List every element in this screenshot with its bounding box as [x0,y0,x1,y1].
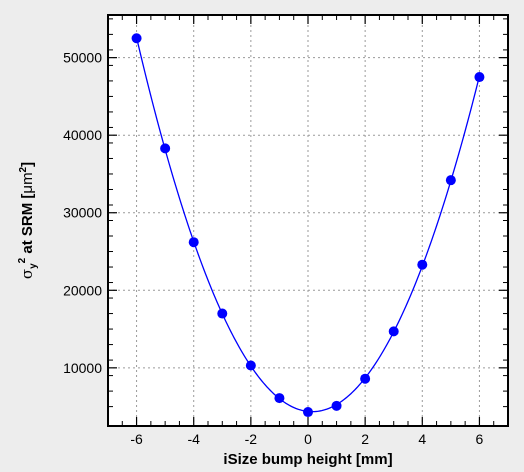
y-axis-title: σy2 at SRM [μm2] [17,162,39,279]
x-tick-label: -2 [245,431,258,447]
y-axis-title-sup: 2 [17,257,28,263]
y-tick-label: 10000 [63,360,102,376]
y-tick-label: 20000 [63,282,102,298]
y-axis-title-unit-sup: 2 [18,166,29,172]
data-point [445,175,456,186]
data-point [274,393,285,404]
x-tick-label: 6 [476,431,484,447]
y-axis-title-unit: μm [19,172,36,193]
x-tick-label: -6 [130,431,143,447]
x-tick-label: 2 [361,431,369,447]
data-point [388,326,399,337]
data-point [217,308,228,319]
grid [108,15,508,426]
data-point [360,373,371,384]
y-axis-title-mid: at SRM [ [19,194,36,258]
x-tick-label: -4 [187,431,200,447]
data-point [160,143,171,154]
data-point [303,407,313,418]
y-axis-title-symbol: σ [18,269,36,279]
data-point [131,33,142,44]
y-tick-label: 50000 [63,50,102,66]
x-tick-label: 4 [418,431,426,447]
data-point [417,259,428,270]
ticks: -6 -4 -2 0 2 4 6 10000 20000 30000 40000 50000 [63,15,509,447]
x-axis-title: iSize bump height [mm] [223,451,392,468]
data-point [245,360,256,371]
y-axis-title-sub: y [28,263,39,269]
data-points [131,33,485,418]
data-point [474,72,485,83]
y-tick-label: 30000 [63,205,102,221]
y-axis-title-end: ] [19,162,36,167]
x-tick-label: 0 [304,431,312,447]
y-tick-label: 40000 [63,127,102,143]
data-point [331,400,342,411]
data-point [188,237,199,248]
